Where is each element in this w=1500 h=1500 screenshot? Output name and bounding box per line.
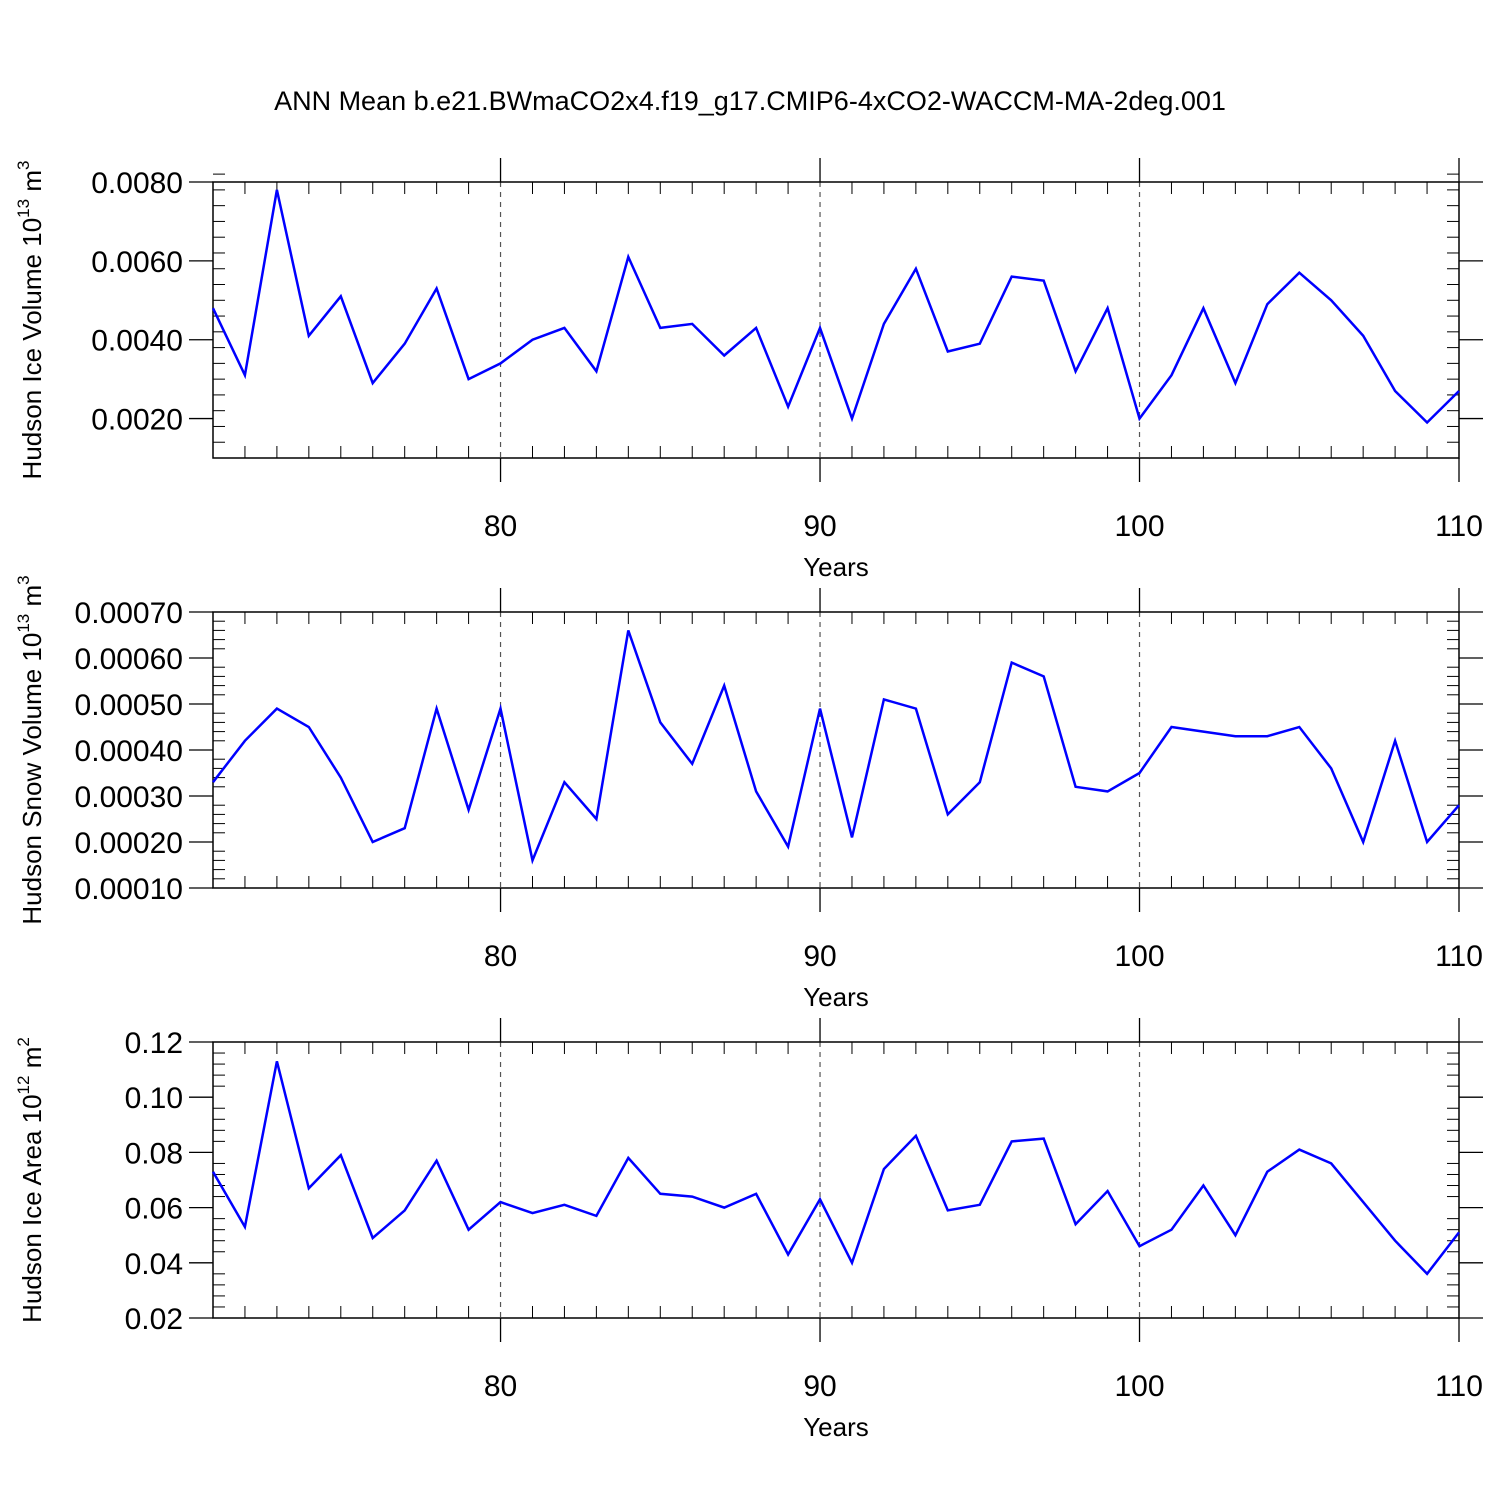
panel-3-y-axis-title-exp: 12 bbox=[14, 1076, 33, 1095]
panel-1-y-axis-title-exp: 13 bbox=[14, 199, 33, 218]
panel-1-x-tick-label: 110 bbox=[1435, 510, 1483, 543]
panel-1-y-axis-title: Hudson Ice Volume 1013 m3 bbox=[14, 161, 47, 480]
panel-3-series-line bbox=[211, 1060, 1460, 1276]
panel-1-x-tick-label: 100 bbox=[1114, 510, 1164, 543]
panel-1-y-tick-label: 0.0020 bbox=[91, 404, 183, 437]
panel-3-y-tick-label: 0.04 bbox=[125, 1248, 183, 1281]
panel-2-y-tick-label: 0.00070 bbox=[75, 597, 183, 630]
panel-2-y-tick-label: 0.00030 bbox=[75, 781, 183, 814]
panel-1-y-axis-title-unit-exp: 3 bbox=[14, 161, 33, 170]
panel-2-y-tick-label: 0.00060 bbox=[75, 643, 183, 676]
panel-1-y-tick-label: 0.0080 bbox=[91, 167, 183, 200]
panel-3: 80 90 100 110 0.02 0.04 0.06 0.08 0.10 0.12 Years H… bbox=[14, 1018, 1483, 1442]
panel-1-x-tick-label: 80 bbox=[484, 510, 517, 543]
panel-3-x-tick-label: 90 bbox=[803, 1370, 836, 1403]
panel-1-x-tick-label: 90 bbox=[803, 510, 836, 543]
panel-3-x-tick-label: 80 bbox=[484, 1370, 517, 1403]
panel-2-y-tick-label: 0.00010 bbox=[75, 873, 183, 906]
panel-2-y-axis-title-unit: m bbox=[17, 585, 47, 614]
panel-1: 80 90 100 110 0.0020 0.0040 0.0060 0.0080 Years H… bbox=[14, 158, 1483, 582]
panel-2-y-axis-title-exp: 13 bbox=[14, 614, 33, 633]
panel-2-y-axis-title-base: Hudson Snow Volume 10 bbox=[17, 633, 47, 925]
panel-2-y-tick-label: 0.00020 bbox=[75, 827, 183, 860]
panel-3-y-tick-label: 0.06 bbox=[125, 1193, 183, 1226]
panel-1-y-tick-label: 0.0040 bbox=[91, 325, 183, 358]
chart-panels: 80 90 100 110 0.0020 0.0040 0.0060 0.0080 Years H… bbox=[14, 158, 1483, 1442]
panel-2-y-tick-label: 0.00050 bbox=[75, 689, 183, 722]
panel-2-x-axis-title: Years bbox=[803, 982, 869, 1012]
panel-3-x-tick-label: 100 bbox=[1114, 1370, 1164, 1403]
panel-2: 80 90 100 110 0.00010 0.00020 0.00030 0.00040 0.… bbox=[14, 575, 1483, 1012]
panel-3-plot-frame bbox=[212, 1041, 1460, 1319]
panel-2-series-line bbox=[212, 629, 1460, 865]
panel-2-x-tick-label: 110 bbox=[1435, 940, 1483, 973]
panel-2-x-tick-label: 80 bbox=[484, 940, 517, 973]
panel-3-y-axis-title: Hudson Ice Area 1012 m2 bbox=[14, 1037, 47, 1323]
panel-1-x-axis-title: Years bbox=[803, 552, 869, 582]
panel-2-y-axis-title: Hudson Snow Volume 1013 m3 bbox=[14, 575, 47, 924]
panel-2-y-tick-label: 0.00040 bbox=[75, 735, 183, 768]
panel-1-y-axis-title-unit: m bbox=[17, 170, 47, 199]
panel-3-y-tick-label: 0.08 bbox=[125, 1137, 183, 1170]
panel-3-x-axis-title: Years bbox=[803, 1412, 869, 1442]
panel-3-y-tick-label: 0.10 bbox=[125, 1082, 183, 1115]
panel-2-y-axis-title-unit-exp: 3 bbox=[14, 575, 33, 584]
panel-3-y-axis-title-unit: m bbox=[17, 1047, 47, 1076]
panel-1-y-axis-title-base: Hudson Ice Volume 10 bbox=[17, 218, 47, 480]
panel-2-x-tick-label: 90 bbox=[803, 940, 836, 973]
chart-title: ANN Mean b.e21.BWmaCO2x4.f19_g17.CMIP6-4… bbox=[274, 86, 1226, 116]
panel-3-x-tick-label: 110 bbox=[1435, 1370, 1483, 1403]
panel-3-y-tick-label: 0.12 bbox=[125, 1027, 183, 1060]
panel-1-y-tick-label: 0.0060 bbox=[91, 246, 183, 279]
panel-3-y-axis-title-base: Hudson Ice Area 10 bbox=[17, 1094, 47, 1322]
panel-3-y-tick-label: 0.02 bbox=[125, 1303, 183, 1336]
panel-2-x-tick-label: 100 bbox=[1114, 940, 1164, 973]
panel-1-series-line bbox=[211, 189, 1460, 425]
panel-2-plot-frame bbox=[212, 611, 1460, 889]
panel-1-plot-frame bbox=[212, 181, 1460, 459]
panel-3-y-axis-title-unit-exp: 2 bbox=[14, 1037, 33, 1046]
